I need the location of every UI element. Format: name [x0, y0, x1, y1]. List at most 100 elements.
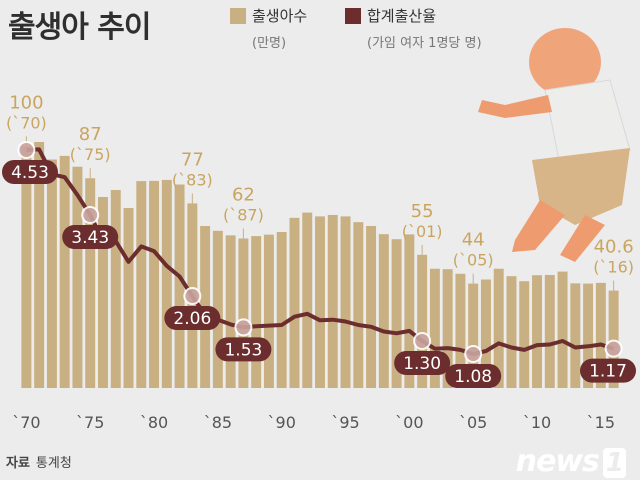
bar-1976: [98, 196, 108, 388]
bar-1980: [149, 180, 160, 388]
bar-2005: [468, 283, 479, 388]
x-tick-label-1: `75: [76, 413, 104, 432]
bar-2009: [519, 281, 530, 388]
bar-1995: [340, 216, 351, 388]
bar-2004: [455, 273, 466, 388]
bar-1996: [353, 222, 364, 388]
logo-text: news: [515, 444, 600, 479]
bar-callout-year-1987: (`87): [223, 205, 264, 224]
bar-2016: [608, 290, 619, 388]
bar-2012: [557, 271, 568, 388]
baby-shirt: [544, 79, 631, 166]
line-label-1983: 2.06: [173, 309, 211, 329]
bar-1988: [251, 236, 262, 388]
bar-1981: [161, 179, 172, 388]
legend-label-births: 출생아수: [252, 7, 308, 25]
logo-number: 1: [602, 448, 626, 478]
legend-swatch-births: [230, 8, 246, 24]
bars-births: [21, 142, 619, 388]
bar-1970: [21, 146, 32, 388]
bar-callout-year-1975: (`75): [70, 145, 111, 164]
line-tfr: [26, 147, 615, 356]
legend-unit-births: (만명): [252, 36, 287, 51]
bar-1989: [263, 234, 274, 388]
bar-1979: [136, 181, 147, 388]
x-tick-label-5: `95: [331, 413, 359, 432]
line-label-bg-1987: [215, 337, 272, 362]
source-value: 통계청: [35, 456, 72, 471]
bar-1992: [302, 212, 313, 388]
line-label-bg-2005: [445, 364, 502, 388]
bar-2011: [544, 274, 555, 388]
baby-leg-left: [512, 200, 565, 252]
legend-label-tfr: 합계출산율: [367, 7, 437, 25]
line-marker-2016: [604, 339, 623, 358]
bar-1993: [315, 216, 325, 388]
bar-1994: [327, 214, 338, 388]
bar-2015: [595, 282, 606, 388]
line-label-bg-2001: [394, 350, 451, 375]
bar-callout-year-2016: (`16): [593, 258, 634, 277]
x-tick-label-6: `00: [395, 413, 423, 432]
line-label-bg-1975: [62, 225, 119, 250]
bar-callout-year-1983: (`83): [172, 170, 213, 189]
bar-callout-value-1983: 77: [181, 149, 204, 170]
chart-title: 출생아 추이: [8, 10, 151, 45]
bar-1978: [123, 208, 134, 388]
line-label-1987: 1.53: [224, 340, 262, 360]
line-label-1975: 3.43: [71, 228, 109, 248]
line-marker-1975: [81, 206, 100, 225]
source-label: 자료: [6, 456, 30, 471]
line-label-1970: 4.53: [11, 163, 49, 183]
line-marker-1987: [234, 318, 253, 337]
bar-1990: [276, 232, 287, 388]
line-marker-2001: [413, 331, 432, 350]
legend-swatch-tfr: [345, 8, 361, 24]
x-tick-label-4: `90: [268, 413, 296, 432]
callouts: 100(`70)87(`75) 77(`83)62(`87) 55(`01) 44(`…: [2, 92, 636, 388]
line-marker-1983: [183, 287, 202, 306]
bar-2014: [583, 283, 594, 388]
x-tick-label-0: `70: [12, 413, 40, 432]
baby-diaper: [532, 148, 630, 225]
bar-callout-value-2016: 40.6: [594, 237, 634, 258]
bar-callout-year-1970: (`70): [6, 113, 47, 132]
bar-2013: [570, 283, 581, 388]
bar-1971: [34, 142, 45, 388]
bar-1991: [289, 217, 300, 388]
bar-callout-value-1975: 87: [79, 124, 102, 145]
line-label-2001: 1.30: [403, 354, 441, 374]
bar-2007: [493, 268, 504, 388]
bar-1975: [85, 178, 96, 388]
line-marker-2005: [464, 345, 483, 363]
x-tick-label-9: `15: [587, 413, 615, 432]
bar-2006: [480, 279, 491, 388]
bar-2000: [404, 234, 415, 388]
bar-1977: [110, 190, 121, 388]
bar-callout-value-2005: 44: [462, 230, 485, 251]
baby-illustration: [478, 28, 631, 262]
x-tick-label-8: `10: [523, 413, 551, 432]
bar-1999: [391, 239, 402, 388]
bar-2002: [429, 268, 440, 388]
bar-1985: [212, 230, 223, 388]
news1-logo: news 1: [516, 444, 626, 479]
baby-head: [529, 28, 601, 96]
tfr-line: [26, 147, 615, 356]
bar-1987: [238, 238, 249, 388]
line-label-2016: 1.17: [589, 362, 627, 382]
bar-callout-year-2001: (`01): [402, 222, 443, 241]
bar-2008: [506, 276, 517, 388]
line-marker-1970: [17, 141, 36, 159]
bar-1998: [378, 234, 389, 388]
bar-2003: [442, 269, 453, 388]
bar-callout-value-2001: 55: [411, 201, 434, 222]
x-tick-label-2: `80: [140, 413, 168, 432]
line-label-bg-1970: [2, 160, 58, 184]
bar-1986: [225, 235, 236, 388]
bar-1982: [174, 184, 185, 388]
bar-2001: [417, 254, 428, 388]
bar-callout-value-1970: 100: [9, 92, 43, 113]
line-label-2005: 1.08: [454, 367, 492, 387]
